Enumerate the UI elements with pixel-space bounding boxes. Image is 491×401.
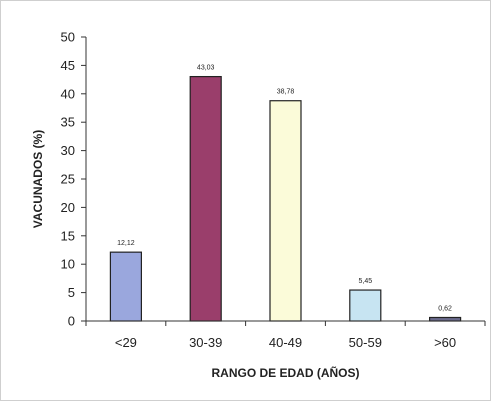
x-tick-label: 40-49 [269,335,302,350]
y-axis-ticks: 0 5 10 15 20 25 30 35 40 45 50 [61,30,86,329]
y-tick-label: 25 [61,172,75,187]
y-tick-label: 40 [61,86,75,101]
y-tick-label: 0 [68,314,75,329]
y-tick-label: 20 [61,200,75,215]
bar-data-label: 12,12 [117,240,135,247]
y-tick-label: 35 [61,115,75,130]
bar-data-label: 0,62 [438,305,452,312]
y-tick-label: 50 [61,30,75,45]
x-tick-label: <29 [115,335,137,350]
axes [85,37,485,322]
bar-5 [429,316,462,322]
y-tick-label: 10 [61,257,75,272]
bar-data-label: 5,45 [358,278,372,285]
x-tick-label: >60 [434,335,456,350]
y-tick-label: 5 [68,285,75,300]
bar-2 [189,75,222,322]
y-axis-title: VACUNADOS (%) [31,130,45,228]
bar-data-label: 38,78 [277,89,295,96]
x-tick-label: 30-39 [189,335,222,350]
x-tick-label: 50-59 [349,335,382,350]
y-tick-label: 30 [61,143,75,158]
bar-1 [109,251,143,322]
x-axis-ticks: <29 30-39 40-49 50-59 >60 [85,321,486,350]
bar-3 [269,100,302,322]
x-axis-title: RANGO DE EDAD (AÑOS) [211,365,359,380]
bar-data-label: 43,03 [197,65,215,72]
bars [109,75,462,322]
bar-data-labels: 12,12 43,03 38,78 5,45 0,62 [117,65,452,313]
y-tick-label: 45 [61,58,75,73]
bar-4 [349,289,382,322]
y-tick-label: 15 [61,228,75,243]
